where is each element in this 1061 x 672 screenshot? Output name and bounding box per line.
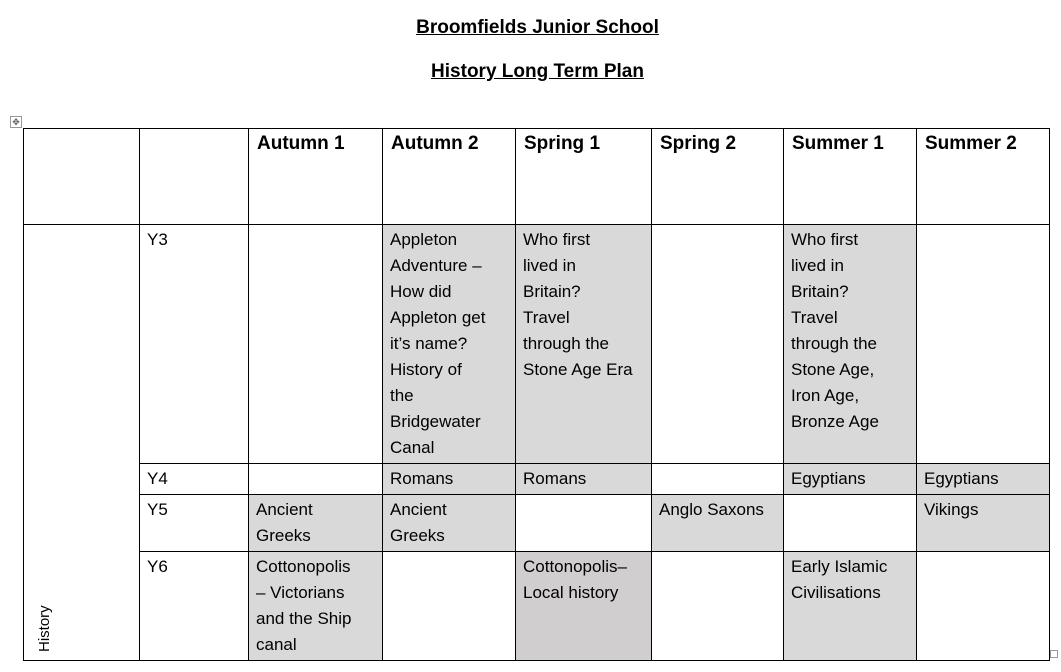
subject-label: History (36, 605, 53, 652)
topic-cell (651, 224, 784, 464)
topic-cell (651, 551, 784, 661)
header-spring-1: Spring 1 (515, 128, 652, 225)
table-row: Y5 Ancient Greeks Ancient Greeks Anglo Saxo… (24, 494, 1050, 552)
year-label: Y5 (139, 494, 249, 552)
table-row: Y4 Romans Romans Egyptians Egyptians (24, 463, 1050, 495)
table-row: History Y3 Appleton Adventure – How did Ap… (23, 224, 1050, 661)
topic-cell: Who first lived in Britain? Travel throu… (515, 224, 652, 464)
topic-cell: Cottonopolis – Victorians and the Ship c… (248, 551, 383, 661)
table-move-handle-icon[interactable]: ✥ (10, 116, 22, 128)
table-row: Y6 Cottonopolis – Victorians and the Ship… (24, 551, 1050, 661)
year-label: Y3 (139, 224, 249, 464)
blank-header-cell (23, 128, 140, 225)
topic-cell: Ancient Greeks (248, 494, 383, 552)
topic-cell (248, 224, 383, 464)
topic-cell: Anglo Saxons (651, 494, 784, 552)
school-title: Broomfields Junior School (416, 17, 659, 38)
topic-cell: Cottonopolis– Local history (515, 551, 652, 661)
topic-cell: Ancient Greeks (382, 494, 516, 552)
topic-cell: Vikings (916, 494, 1050, 552)
topic-cell: Romans (515, 463, 652, 495)
header-summer-1: Summer 1 (783, 128, 917, 225)
topic-cell: Egyptians (783, 463, 917, 495)
topic-cell: Who first lived in Britain? Travel throu… (783, 224, 917, 464)
topic-cell (916, 551, 1050, 661)
header-row: Autumn 1 Autumn 2 Spring 1 Spring 2 Summ… (23, 128, 1050, 225)
topic-cell: Romans (382, 463, 516, 495)
topic-cell: Early Islamic Civilisations (783, 551, 917, 661)
topic-cell (515, 494, 652, 552)
year-label: Y4 (139, 463, 249, 495)
header-autumn-1: Autumn 1 (248, 128, 383, 225)
header-spring-2: Spring 2 (651, 128, 784, 225)
header-autumn-2: Autumn 2 (382, 128, 516, 225)
topic-cell (783, 494, 917, 552)
topic-cell (382, 551, 516, 661)
plan-title: History Long Term Plan (431, 61, 644, 82)
topic-cell: Egyptians (916, 463, 1050, 495)
topic-cell (248, 463, 383, 495)
topic-cell (651, 463, 784, 495)
topic-cell (916, 224, 1050, 464)
subject-cell: History (23, 224, 140, 661)
year-label: Y6 (139, 551, 249, 661)
blank-header-cell (139, 128, 249, 225)
header-summer-2: Summer 2 (916, 128, 1050, 225)
table-resize-handle[interactable] (1050, 650, 1058, 658)
topic-cell: Appleton Adventure – How did Appleton ge… (382, 224, 516, 464)
long-term-plan-table: Autumn 1 Autumn 2 Spring 1 Spring 2 Summ… (23, 128, 1050, 661)
